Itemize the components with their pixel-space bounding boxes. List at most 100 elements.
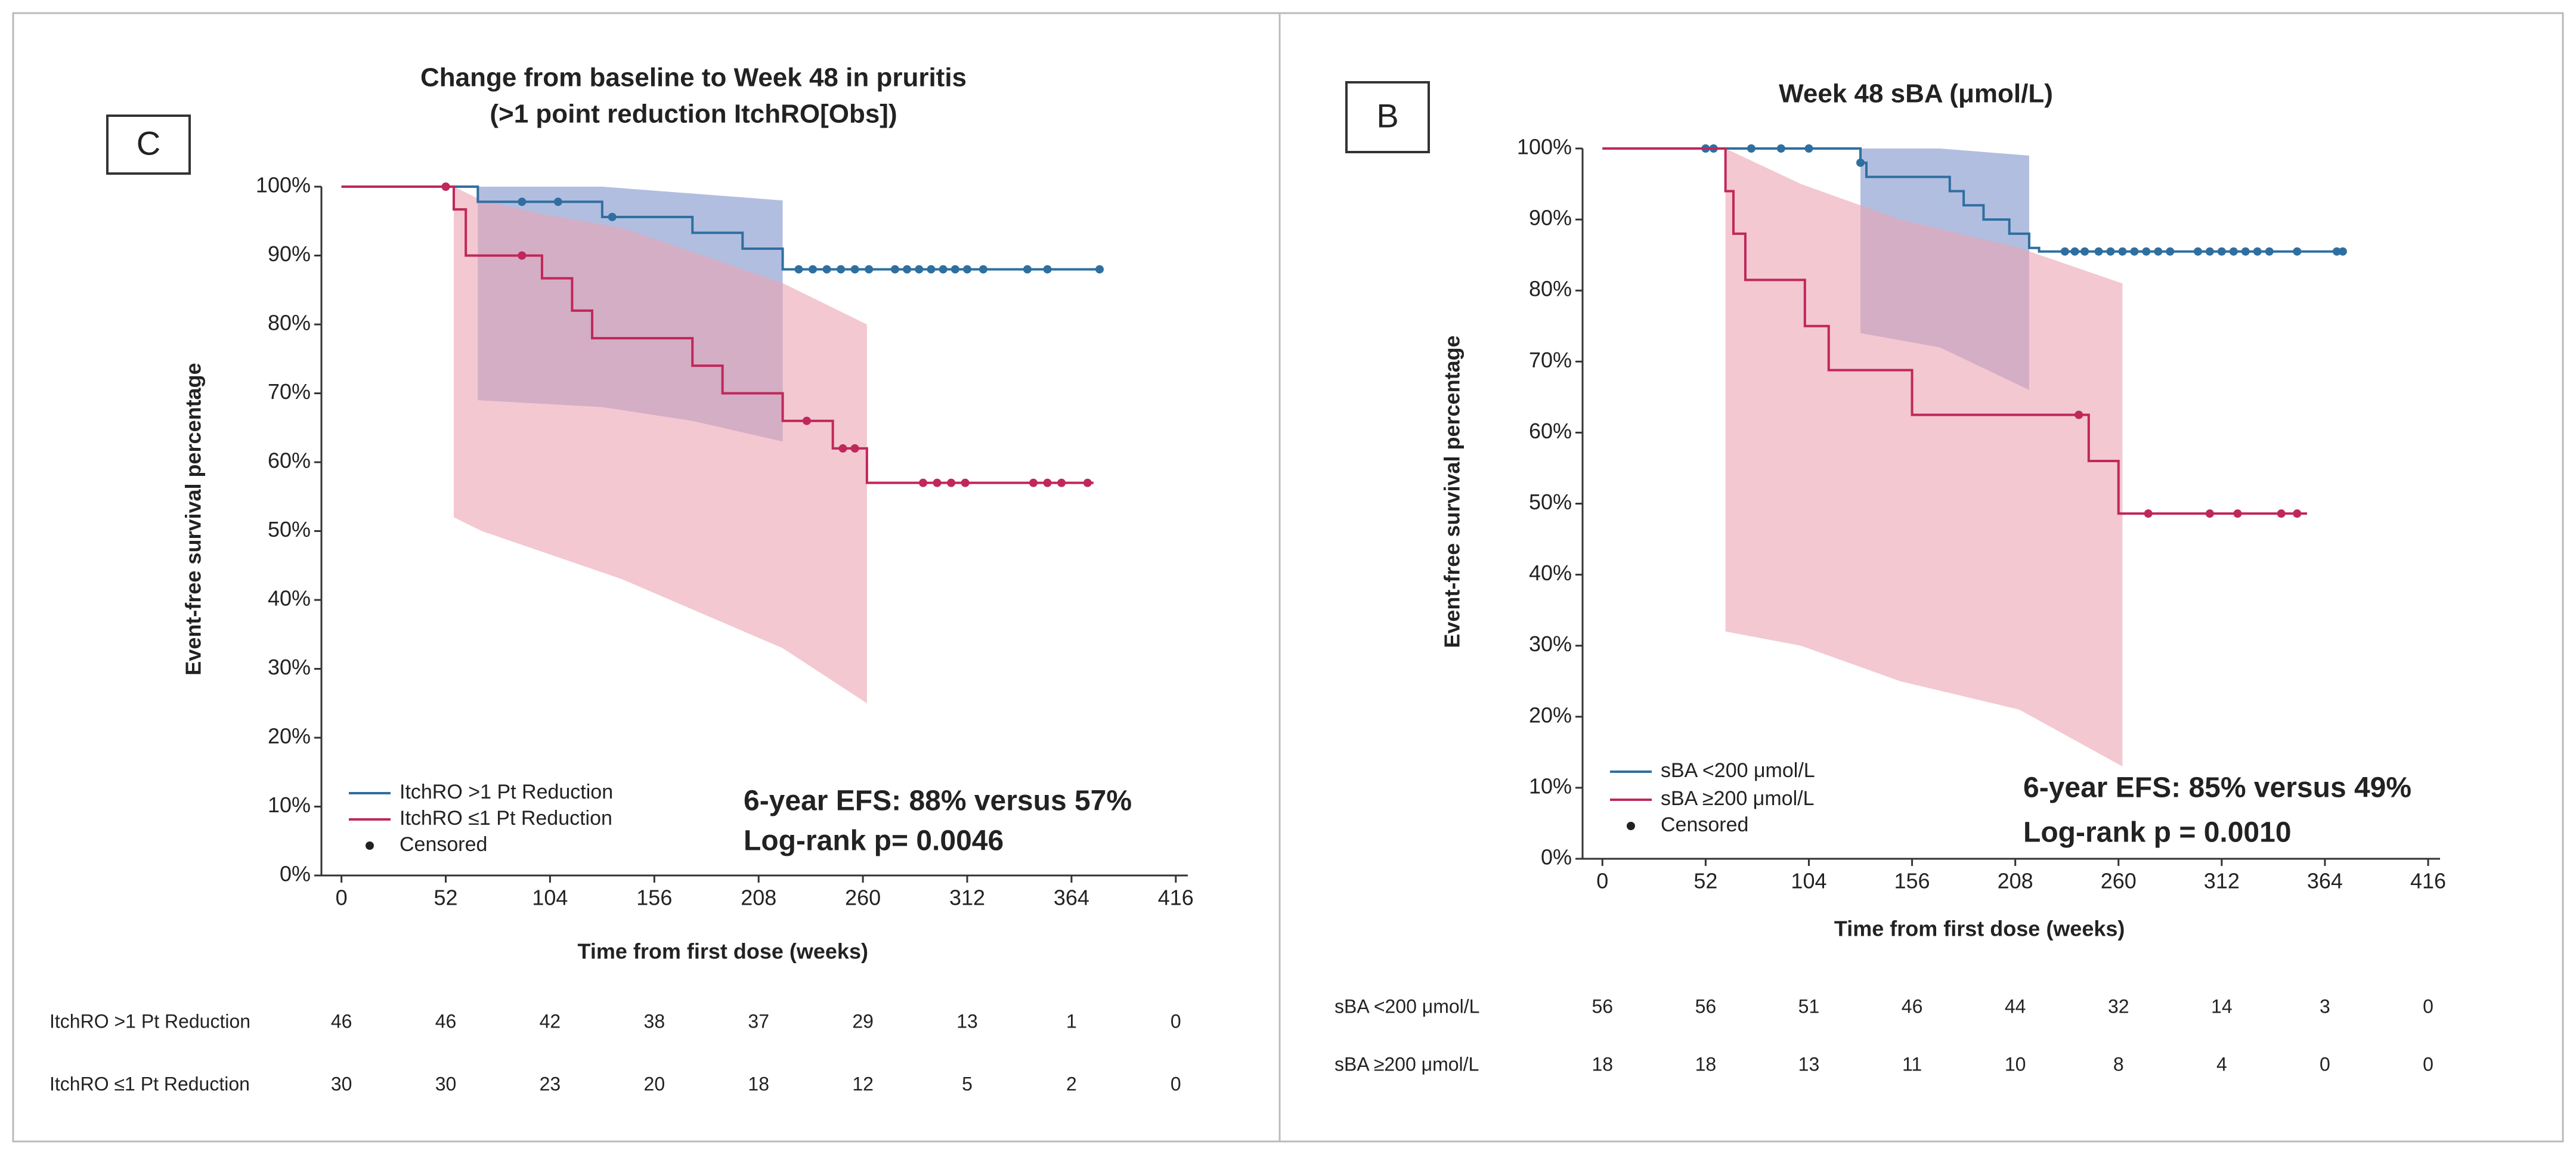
legend-censor xyxy=(366,841,374,850)
censor-mark xyxy=(2144,509,2153,518)
y-tick-label: 20% xyxy=(268,724,311,748)
y-tick-label: 100% xyxy=(256,173,311,197)
censor-mark xyxy=(961,478,970,487)
y-tick-label: 0% xyxy=(280,862,311,886)
x-tick-label: 416 xyxy=(1158,886,1194,910)
y-axis-label: Event-free survival percentage xyxy=(181,363,206,675)
x-tick-label: 364 xyxy=(2307,869,2343,893)
censor-mark xyxy=(2106,247,2115,256)
x-tick-label: 0 xyxy=(1596,869,1608,893)
censor-mark xyxy=(2205,509,2214,518)
risk-count: 0 xyxy=(1171,1073,1181,1094)
annotation: 6-year EFS: 88% versus 57% xyxy=(744,785,1132,817)
chart-title: Change from baseline to Week 48 in pruri… xyxy=(420,63,967,92)
censor-mark xyxy=(2070,247,2079,256)
survival-curve xyxy=(341,185,1094,484)
x-tick-label: 260 xyxy=(2101,869,2137,893)
risk-count: 29 xyxy=(852,1010,874,1032)
x-tick-label: 416 xyxy=(2410,869,2446,893)
censor-mark xyxy=(2094,247,2103,256)
survival-curve xyxy=(341,185,1104,271)
legend-label: sBA <200 μmol/L xyxy=(1661,759,1815,782)
censor-mark xyxy=(2166,247,2175,256)
risk-count: 10 xyxy=(2005,1053,2026,1075)
censor-mark xyxy=(927,265,936,274)
y-tick-label: 80% xyxy=(1529,277,1572,301)
censor-mark xyxy=(915,265,924,274)
censor-mark xyxy=(809,265,818,274)
censor-mark xyxy=(2277,509,2286,518)
censor-mark xyxy=(890,265,899,274)
censor-mark xyxy=(2332,247,2341,256)
panel-label: C xyxy=(137,124,160,162)
censor-mark xyxy=(950,265,959,274)
censor-mark xyxy=(1776,144,1785,153)
censor-mark xyxy=(2080,247,2089,256)
panel-label: B xyxy=(1376,97,1398,134)
x-tick-label: 312 xyxy=(949,886,985,910)
risk-count: 1 xyxy=(1066,1010,1077,1032)
x-tick-label: 260 xyxy=(845,886,881,910)
censor-mark xyxy=(2265,247,2274,256)
censor-mark xyxy=(1029,478,1038,487)
y-tick-label: 90% xyxy=(268,242,311,266)
censor-mark xyxy=(865,265,874,274)
censor-mark xyxy=(441,182,450,191)
censor-mark xyxy=(1043,478,1052,487)
frame xyxy=(12,12,2564,1143)
x-tick-label: 52 xyxy=(1693,869,1717,893)
x-tick-label: 312 xyxy=(2204,869,2240,893)
risk-count: 0 xyxy=(2423,995,2433,1017)
censor-mark xyxy=(2241,247,2250,256)
censor-mark xyxy=(1095,265,1104,274)
panel-label-box xyxy=(1345,81,1430,153)
censor-mark xyxy=(2233,509,2242,518)
risk-count: 37 xyxy=(748,1010,769,1032)
panel-label-box xyxy=(106,115,191,175)
chart-title: Week 48 sBA (μmol/L) xyxy=(1779,79,2053,109)
risk-count: 13 xyxy=(1798,1053,1820,1075)
y-tick-label: 50% xyxy=(268,517,311,542)
censor-mark xyxy=(2338,247,2347,256)
censor-mark xyxy=(2060,247,2069,256)
x-tick-label: 0 xyxy=(336,886,348,910)
y-tick-label: 60% xyxy=(268,448,311,473)
risk-count: 56 xyxy=(1695,995,1717,1017)
y-tick-label: 40% xyxy=(268,586,311,611)
censor-mark xyxy=(608,212,617,221)
y-tick-label: 0% xyxy=(1541,845,1572,870)
censor-mark xyxy=(2293,247,2302,256)
risk-count: 0 xyxy=(2423,1053,2433,1075)
censor-mark xyxy=(903,265,912,274)
x-tick-label: 156 xyxy=(636,886,672,910)
risk-count: 30 xyxy=(435,1073,457,1094)
censor-mark xyxy=(838,444,847,453)
legend-label: sBA ≥200 μmol/L xyxy=(1661,787,1815,810)
censor-mark xyxy=(850,444,859,453)
x-tick-label: 104 xyxy=(532,886,568,910)
risk-count: 8 xyxy=(2113,1053,2124,1075)
y-tick-label: 10% xyxy=(1529,773,1572,798)
censor-mark xyxy=(837,265,846,274)
censor-mark xyxy=(933,478,942,487)
x-tick-label: 156 xyxy=(1894,869,1930,893)
risk-count: 0 xyxy=(2320,1053,2330,1075)
x-axis-label: Time from first dose (weeks) xyxy=(577,939,868,964)
y-axis-label: Event-free survival percentage xyxy=(1440,335,1465,648)
risk-count: 4 xyxy=(2216,1053,2227,1075)
risk-row-label: ItchRO >1 Pt Reduction xyxy=(49,1010,250,1032)
legend-label: ItchRO >1 Pt Reduction xyxy=(400,781,613,803)
x-tick-label: 208 xyxy=(741,886,776,910)
y-tick-label: 70% xyxy=(1529,348,1572,372)
risk-count: 30 xyxy=(331,1073,352,1094)
risk-count: 38 xyxy=(644,1010,665,1032)
risk-row-label: sBA ≥200 μmol/L xyxy=(1335,1053,1479,1075)
risk-count: 51 xyxy=(1798,995,1820,1017)
y-tick-label: 100% xyxy=(1517,135,1572,159)
censor-mark xyxy=(2205,247,2214,256)
censor-mark xyxy=(2217,247,2226,256)
censor-mark xyxy=(1804,144,1813,153)
y-tick-label: 70% xyxy=(268,379,311,404)
censor-mark xyxy=(1747,144,1755,153)
